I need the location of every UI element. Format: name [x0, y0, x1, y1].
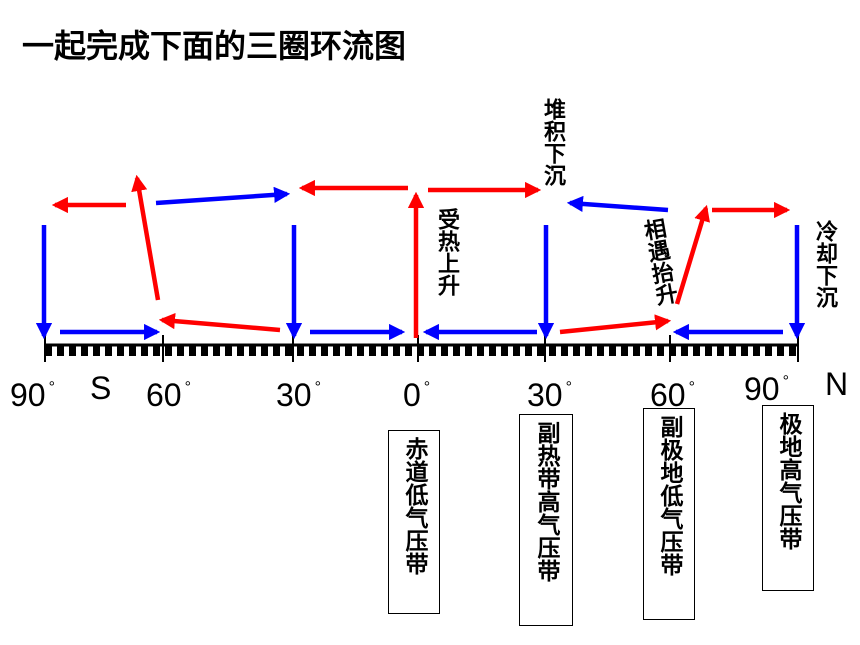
- arrow-aloft-60n-to-30n: [566, 195, 669, 213]
- latitude-label-90n: 90 °: [744, 371, 789, 407]
- latitude-axis: [44, 335, 799, 362]
- pressure-belt-subtropical-high: 副热带高气压带: [519, 414, 573, 626]
- latitude-label-60s: 60 °: [146, 377, 191, 413]
- arrow-aloft-60s-to-30s: [155, 186, 291, 206]
- page-title: 一起完成下面的三圈环流图: [22, 27, 407, 65]
- pressure-belt-subpolar-low-label: 副极地低气压带: [656, 415, 682, 576]
- arrow-rise-60n: [674, 204, 711, 305]
- axis-tick-band: [45, 346, 798, 356]
- pressure-belt-polar-high-label: 极地高气压带: [775, 412, 801, 550]
- arrow-rise-60s: [131, 174, 161, 301]
- arrow-surface-30s-to-60s: [158, 313, 281, 333]
- hemisphere-label-north: N: [825, 366, 849, 402]
- arrow-surface-30n-to-60n: [559, 314, 672, 335]
- latitude-label-0: 0 °: [403, 377, 431, 413]
- pressure-belt-subtropical-high-label: 副热带高气压带: [533, 421, 559, 582]
- pressure-belt-equatorial-low-label: 赤道低气压带: [401, 437, 427, 575]
- latitude-label-30s: 30 °: [276, 377, 321, 413]
- label-sink-90n: 冷却下沉: [812, 220, 837, 308]
- hemisphere-label-south: S: [90, 370, 112, 406]
- pressure-belt-subpolar-low: 副极地低气压带: [643, 408, 695, 620]
- latitude-label-60n: 60 °: [650, 377, 695, 413]
- label-sink-30n: 堆积下沉: [540, 98, 565, 186]
- latitude-label-30n: 30 °: [527, 377, 572, 413]
- latitude-label-90s: 90 °: [10, 377, 55, 413]
- label-rise-equator: 受热上升: [434, 208, 459, 296]
- pressure-belt-equatorial-low: 赤道低气压带: [388, 430, 440, 614]
- pressure-belt-polar-high: 极地高气压带: [762, 405, 814, 591]
